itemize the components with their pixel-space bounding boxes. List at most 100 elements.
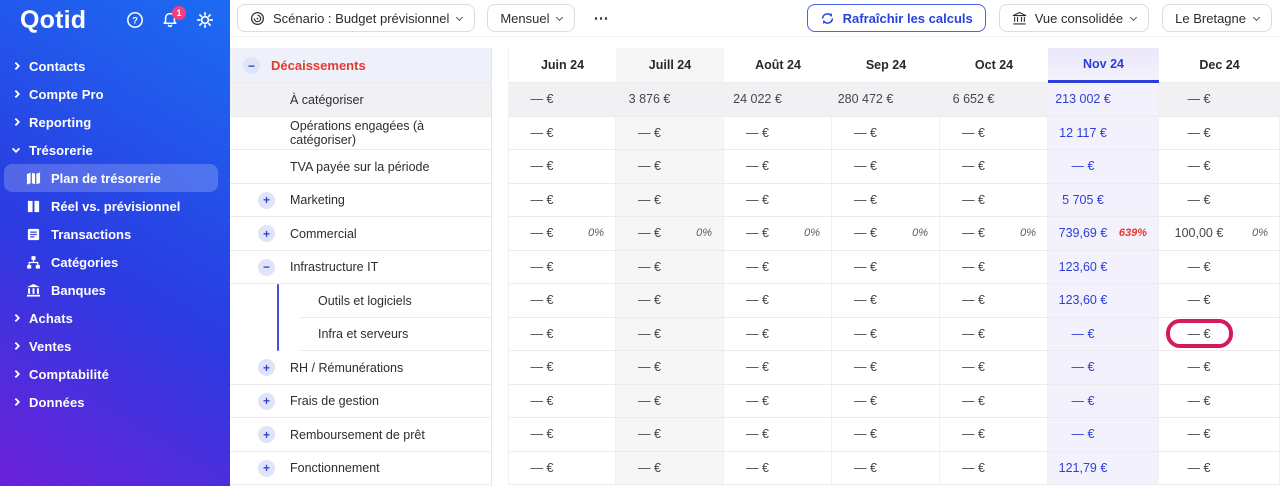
value-cell[interactable]: — €: [724, 351, 832, 385]
value-cell[interactable]: 3 876 €: [616, 83, 724, 117]
gear-icon[interactable]: [196, 11, 214, 29]
value-cell[interactable]: — €: [508, 317, 616, 351]
value-cell[interactable]: — €: [832, 250, 940, 284]
value-cell[interactable]: — €: [1159, 150, 1280, 184]
value-cell[interactable]: 213 002 €: [1048, 83, 1159, 117]
value-cell[interactable]: 121,79 €: [1048, 451, 1159, 485]
value-cell[interactable]: — € 0%: [724, 217, 832, 251]
value-cell[interactable]: — €: [508, 150, 616, 184]
value-cell[interactable]: — €: [508, 83, 616, 117]
value-cell[interactable]: — €: [1159, 351, 1280, 385]
value-cell[interactable]: — €: [832, 418, 940, 452]
value-cell[interactable]: 12 117 €: [1048, 116, 1159, 150]
value-cell[interactable]: — €: [724, 250, 832, 284]
value-cell[interactable]: — €: [616, 451, 724, 485]
value-cell[interactable]: — €: [940, 183, 1048, 217]
value-cell[interactable]: — €: [616, 116, 724, 150]
month-header-oct-24[interactable]: Oct 24: [940, 48, 1048, 83]
month-header-juin-24[interactable]: Juin 24: [508, 48, 616, 83]
entity-select-button[interactable]: Le Bretagne: [1162, 4, 1272, 32]
sidebar-item-ventes[interactable]: Ventes: [0, 332, 230, 360]
sidebar-item-categories[interactable]: Catégories: [4, 248, 218, 276]
sidebar-item-reel-vs-previsionnel[interactable]: Réel vs. prévisionnel: [4, 192, 218, 220]
month-header-nov-24[interactable]: Nov 24: [1048, 48, 1159, 83]
value-cell[interactable]: — € 0%: [940, 217, 1048, 251]
more-options-button[interactable]: ⋯: [587, 9, 615, 27]
row-label-marketing[interactable]: + Marketing: [230, 184, 491, 218]
expand-icon[interactable]: +: [258, 191, 275, 209]
value-cell[interactable]: — €: [1159, 183, 1280, 217]
scenario-select-button[interactable]: Scénario : Budget prévisionnel: [237, 4, 476, 32]
value-cell[interactable]: — €: [832, 284, 940, 318]
row-label-outils-et-logiciels[interactable]: Outils et logiciels: [230, 284, 491, 318]
value-cell[interactable]: — €: [940, 384, 1048, 418]
expand-icon[interactable]: +: [258, 359, 275, 377]
sidebar-item-contacts[interactable]: Contacts: [0, 52, 230, 80]
value-cell[interactable]: — €: [724, 150, 832, 184]
row-label-frais-de-gestion[interactable]: + Frais de gestion: [230, 385, 491, 419]
value-cell[interactable]: — €: [508, 451, 616, 485]
expand-icon[interactable]: +: [258, 225, 275, 243]
value-cell[interactable]: — €: [1048, 418, 1159, 452]
month-header-dec-24[interactable]: Dec 24: [1159, 48, 1280, 83]
value-cell[interactable]: — €: [1159, 418, 1280, 452]
sidebar-item-comptabilite[interactable]: Comptabilité: [0, 360, 230, 388]
value-cell[interactable]: — €: [508, 284, 616, 318]
value-cell[interactable]: — €: [940, 317, 1048, 351]
row-label-a-categoriser[interactable]: À catégoriser: [230, 83, 491, 117]
value-cell[interactable]: — €: [508, 351, 616, 385]
value-cell[interactable]: — €: [616, 418, 724, 452]
value-cell[interactable]: — € 0%: [616, 217, 724, 251]
value-cell[interactable]: — €: [1159, 384, 1280, 418]
collapse-icon[interactable]: −: [243, 57, 260, 74]
sidebar-item-achats[interactable]: Achats: [0, 304, 230, 332]
value-cell[interactable]: — €: [832, 116, 940, 150]
value-cell[interactable]: — €: [616, 250, 724, 284]
row-label-remboursement-de-pret[interactable]: + Remboursement de prêt: [230, 418, 491, 452]
value-cell[interactable]: — €: [1159, 83, 1280, 117]
value-cell[interactable]: — €: [508, 250, 616, 284]
value-cell[interactable]: — €: [724, 384, 832, 418]
collapse-icon[interactable]: −: [258, 258, 275, 276]
value-cell[interactable]: — €: [724, 418, 832, 452]
section-row-decaissements[interactable]: − Décaissements: [230, 48, 491, 83]
value-cell[interactable]: — €: [940, 284, 1048, 318]
row-label-commercial[interactable]: + Commercial: [230, 217, 491, 251]
value-cell[interactable]: — €: [616, 183, 724, 217]
value-cell[interactable]: — €: [508, 384, 616, 418]
value-cell[interactable]: — €: [616, 351, 724, 385]
value-cell[interactable]: — €: [832, 451, 940, 485]
row-label-infrastructure-it[interactable]: − Infrastructure IT: [230, 251, 491, 285]
value-cell[interactable]: — €: [616, 317, 724, 351]
value-cell[interactable]: — €: [832, 317, 940, 351]
value-cell[interactable]: — €: [508, 183, 616, 217]
value-cell[interactable]: — €: [616, 384, 724, 418]
row-label-operations-engagees-a-categoriser[interactable]: Opérations engagées (à catégoriser): [230, 117, 491, 151]
value-cell[interactable]: — €: [1048, 384, 1159, 418]
value-cell[interactable]: — €: [1159, 250, 1280, 284]
value-cell[interactable]: — €: [940, 150, 1048, 184]
value-cell[interactable]: — €: [724, 317, 832, 351]
expand-icon[interactable]: +: [258, 392, 275, 410]
value-cell[interactable]: — €: [724, 183, 832, 217]
value-cell[interactable]: — €: [940, 351, 1048, 385]
row-label-infra-et-serveurs[interactable]: Infra et serveurs: [230, 318, 491, 352]
sidebar-item-transactions[interactable]: Transactions: [4, 220, 218, 248]
value-cell[interactable]: — €: [508, 116, 616, 150]
value-cell[interactable]: — €: [724, 451, 832, 485]
value-cell[interactable]: — €: [508, 418, 616, 452]
value-cell[interactable]: 739,69 € 639%: [1048, 217, 1159, 251]
value-cell[interactable]: — €: [724, 284, 832, 318]
value-cell[interactable]: — €: [1159, 451, 1280, 485]
value-cell[interactable]: — €: [832, 150, 940, 184]
value-cell[interactable]: 24 022 €: [724, 83, 832, 117]
value-cell[interactable]: — € 0%: [832, 217, 940, 251]
value-cell[interactable]: 5 705 €: [1048, 183, 1159, 217]
value-cell[interactable]: — €: [724, 116, 832, 150]
sidebar-item-donnees[interactable]: Données: [0, 388, 230, 416]
sidebar-item-compte-pro[interactable]: Compte Pro: [0, 80, 230, 108]
value-cell[interactable]: 123,60 €: [1048, 284, 1159, 318]
value-cell[interactable]: — €: [1159, 116, 1280, 150]
expand-icon[interactable]: +: [258, 459, 275, 477]
value-cell[interactable]: — €: [1048, 351, 1159, 385]
